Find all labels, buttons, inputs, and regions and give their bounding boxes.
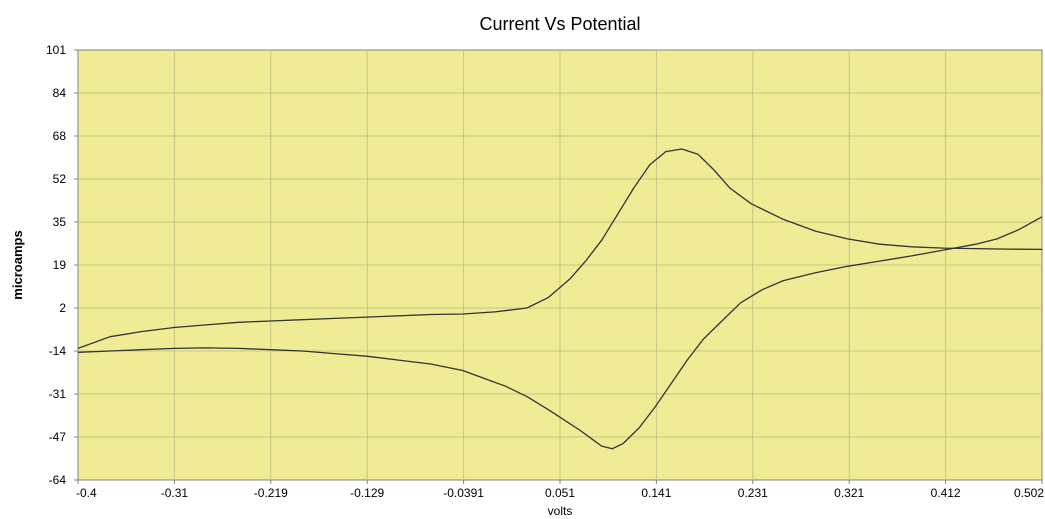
x-tick-label: -0.219 xyxy=(254,486,288,500)
x-tick-label: 0.502 xyxy=(1014,486,1044,500)
x-tick-label: -0.0391 xyxy=(443,486,484,500)
series-line-forward-scan xyxy=(77,148,1043,350)
y-tick-label: 19 xyxy=(53,258,67,272)
y-tick-label: 35 xyxy=(53,215,67,229)
y-tick-label: -47 xyxy=(49,430,67,444)
y-tick-label: 2 xyxy=(59,301,66,315)
x-tick-label: -0.31 xyxy=(161,486,189,500)
series-line-reverse-scan xyxy=(77,216,1043,450)
y-tick-label: -64 xyxy=(49,473,67,487)
grid-layer xyxy=(78,50,1042,480)
y-axis-label: microamps xyxy=(10,230,25,299)
chart-title: Current Vs Potential xyxy=(479,14,640,34)
y-tick-label: 84 xyxy=(53,86,67,100)
x-tick-label: 0.412 xyxy=(931,486,961,500)
y-tick-label: -14 xyxy=(49,344,67,358)
x-tick-label: -0.4 xyxy=(76,486,97,500)
x-tick-label: -0.129 xyxy=(350,486,384,500)
y-tick-label: -31 xyxy=(49,387,67,401)
series-layer xyxy=(77,148,1043,450)
y-tick-label: 101 xyxy=(46,43,66,57)
y-tick-label: 52 xyxy=(53,172,67,186)
x-axis-label: volts xyxy=(548,504,573,518)
x-tick-label: 0.051 xyxy=(545,486,575,500)
x-tick-label: 0.141 xyxy=(641,486,671,500)
y-tick-label: 68 xyxy=(53,129,67,143)
tick-layer: -0.4 -0.31 -0.219 -0.129 -0.0391 0.051 0.141 0.… xyxy=(46,43,1044,500)
x-tick-label: 0.231 xyxy=(738,486,768,500)
x-tick-label: 0.321 xyxy=(834,486,864,500)
